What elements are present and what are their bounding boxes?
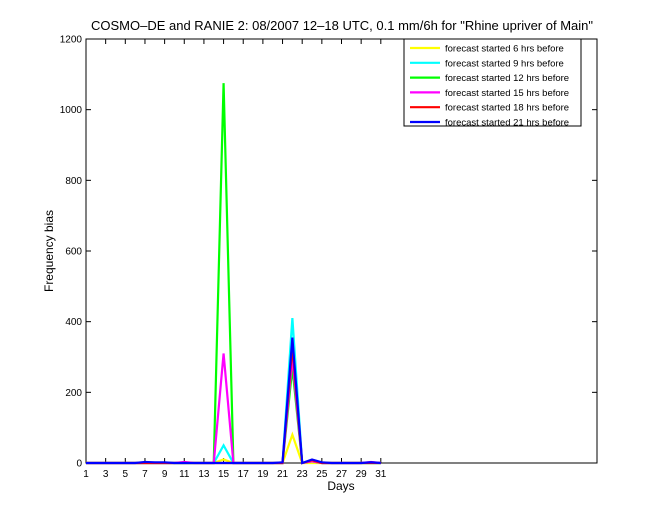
y-tick-label: 1000 <box>60 105 83 116</box>
legend: forecast started 6 hrs before forecast st… <box>403 38 582 129</box>
x-tick-label: 29 <box>356 469 368 480</box>
x-tick-label: 1 <box>83 469 89 480</box>
x-tick-label: 9 <box>162 469 168 480</box>
x-tick-label: 21 <box>277 469 289 480</box>
x-tick-label: 17 <box>238 469 250 480</box>
y-tick-label: 0 <box>76 459 82 470</box>
x-tick-label: 23 <box>297 469 309 480</box>
y-tick-label: 1200 <box>60 35 83 46</box>
x-tick-label: 13 <box>198 469 210 480</box>
x-tick-label: 7 <box>142 469 148 480</box>
chart-title: COSMO–DE and RANIE 2: 08/2007 12–18 UTC,… <box>91 18 593 33</box>
legend-box <box>403 38 582 127</box>
legend-label: forecast started 21 hrs before <box>445 118 569 129</box>
x-tick-label: 25 <box>316 469 328 480</box>
series-lines <box>86 83 381 465</box>
y-tick-label: 400 <box>65 317 82 328</box>
legend-label: forecast started 15 hrs before <box>445 88 569 99</box>
legend-label: forecast started 9 hrs before <box>445 58 564 69</box>
x-tick-label: 5 <box>123 469 129 480</box>
legend-label: forecast started 18 hrs before <box>445 103 569 114</box>
x-tick-label: 31 <box>375 469 387 480</box>
x-tick-label: 11 <box>179 469 190 480</box>
x-tick-label: 27 <box>336 469 348 480</box>
x-tick-label: 19 <box>257 469 269 480</box>
legend-label: forecast started 12 hrs before <box>445 73 569 84</box>
x-tick-label: 15 <box>218 469 230 480</box>
y-axis-label: Frequency bias <box>42 210 56 292</box>
x-axis-label: Days <box>327 479 354 493</box>
series-line-6 <box>86 337 381 465</box>
y-tick-label: 800 <box>65 176 82 187</box>
y-tick-label: 600 <box>65 247 82 258</box>
x-axis: 1 3 5 7 9 11 13 15 17 19 21 23 25 27 29 31 <box>83 39 387 480</box>
x-tick-label: 3 <box>103 469 109 480</box>
y-tick-label: 200 <box>65 388 82 399</box>
y-axis: 0 200 400 600 800 1000 1200 <box>60 35 597 470</box>
legend-label: forecast started 6 hrs before <box>445 44 564 55</box>
